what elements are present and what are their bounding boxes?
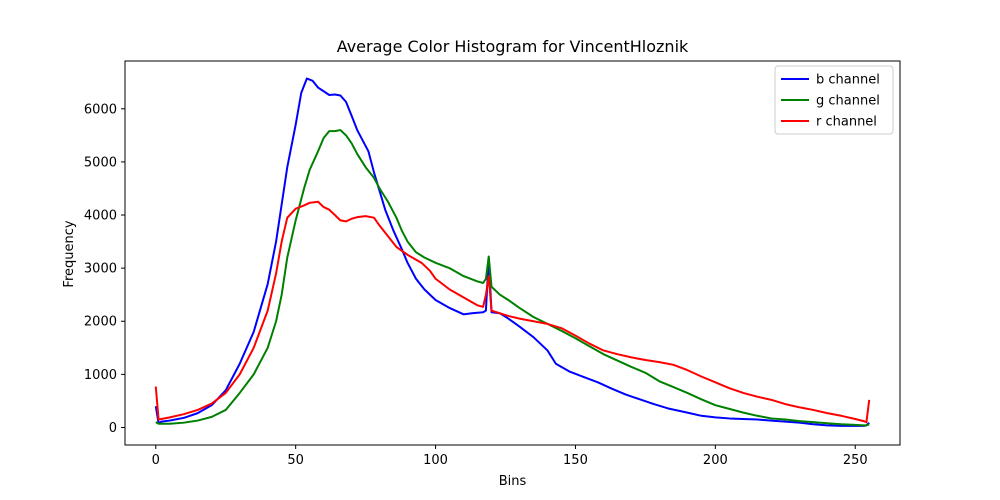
x-tick-label: 200 (703, 453, 728, 468)
y-tick-label: 4000 (84, 209, 117, 224)
legend-box (774, 65, 894, 135)
y-tick-label: 0 (109, 421, 117, 436)
legend: b channel g channel r channel (774, 65, 894, 135)
y-tick-label: 3000 (84, 262, 117, 277)
y-axis-label: Frequency (62, 220, 77, 287)
series-line-0 (154, 77, 870, 427)
y-tick-label: 2000 (84, 315, 117, 330)
y-tick-label: 1000 (84, 368, 117, 383)
x-tick-label: 0 (152, 453, 160, 468)
series-line-2 (154, 200, 871, 424)
y-tick-label: 5000 (84, 155, 117, 170)
legend-label-2: r channel (816, 115, 877, 130)
plot-area: 0 50 100 150 200 250 0 1000 2000 3000 4000 5000 6000 (84, 60, 901, 468)
legend-label-0: b channel (816, 73, 880, 88)
chart-title: Average Color Histogram for VincentHlozn… (337, 37, 689, 56)
legend-label-1: g channel (816, 94, 880, 109)
x-tick-label: 250 (843, 453, 868, 468)
x-axis-label: Bins (499, 474, 527, 489)
x-tick-label: 100 (423, 453, 448, 468)
x-tick-label: 50 (287, 453, 304, 468)
series-line-1 (155, 129, 870, 427)
y-tick-label: 6000 (84, 102, 117, 117)
x-tick-label: 150 (563, 453, 588, 468)
plot-frame (124, 60, 901, 446)
